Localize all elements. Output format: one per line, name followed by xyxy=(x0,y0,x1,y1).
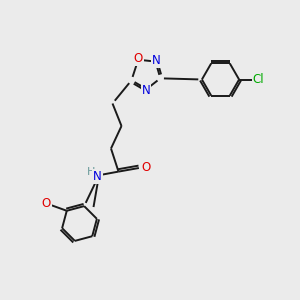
Text: N: N xyxy=(93,170,102,183)
Text: N: N xyxy=(142,84,150,97)
Text: O: O xyxy=(134,52,143,65)
Text: H: H xyxy=(86,167,95,177)
Text: O: O xyxy=(141,161,150,174)
Text: Cl: Cl xyxy=(253,73,264,86)
Text: N: N xyxy=(152,54,161,67)
Text: O: O xyxy=(42,197,51,210)
